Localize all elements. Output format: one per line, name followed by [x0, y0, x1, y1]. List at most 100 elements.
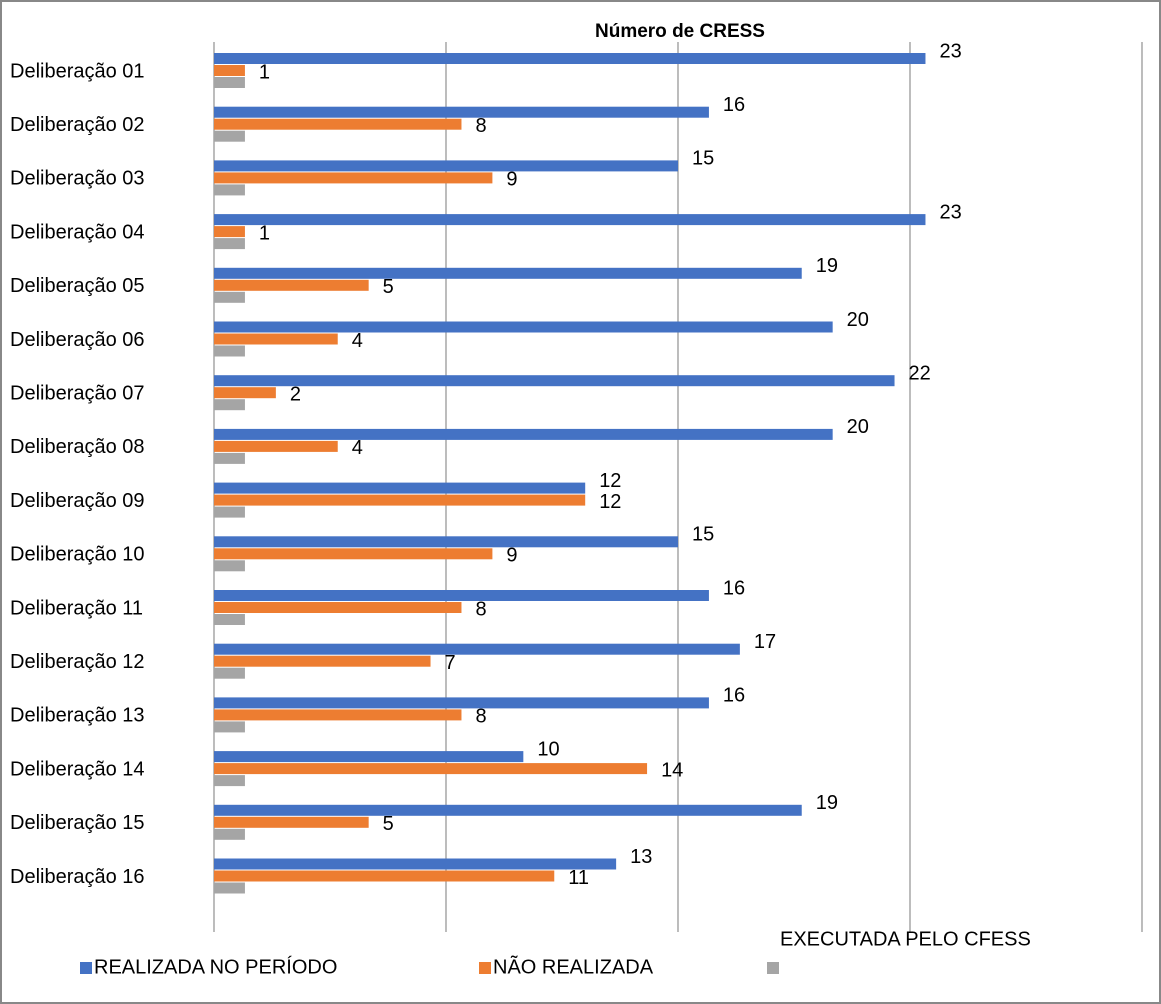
data-label: 23: [939, 201, 961, 223]
y-tick-label: Deliberação 05: [10, 275, 145, 297]
bar: [214, 536, 678, 548]
y-tick-label: Deliberação 08: [10, 436, 145, 458]
y-tick-label: Deliberação 07: [10, 382, 145, 404]
y-tick-label: Deliberação 15: [10, 812, 145, 834]
bar: [214, 452, 245, 464]
data-label: 8: [475, 598, 486, 620]
data-label: 16: [723, 577, 745, 599]
bar: [214, 375, 895, 387]
data-label: 1: [259, 222, 270, 244]
data-label: 10: [537, 738, 559, 760]
bar: [214, 804, 802, 816]
data-label: 23: [939, 40, 961, 62]
data-label: 16: [723, 94, 745, 116]
data-label: 12: [599, 491, 621, 513]
chart-title: Número de CRESS: [595, 21, 765, 42]
bar: [214, 399, 245, 411]
data-label: 2: [290, 383, 301, 405]
bar: [214, 548, 493, 560]
bar: [214, 590, 709, 601]
bar: [214, 321, 833, 333]
bar: [214, 697, 709, 709]
bar: [214, 387, 276, 399]
data-label: 11: [568, 867, 589, 889]
bar: [214, 291, 245, 303]
bar: [214, 602, 462, 613]
data-label: 5: [383, 276, 394, 298]
bar: [214, 267, 802, 279]
y-tick-label: Deliberação 09: [10, 490, 145, 512]
bar: [214, 751, 524, 763]
y-tick-label: Deliberação 06: [10, 329, 145, 351]
legend-label: REALIZADA NO PERÍODO: [94, 955, 337, 978]
bar: [214, 226, 245, 238]
data-label: 7: [445, 652, 456, 674]
bar: [214, 118, 462, 130]
bar: [214, 279, 369, 291]
bar: [214, 160, 678, 172]
bar: [214, 816, 369, 828]
data-label: 4: [352, 437, 363, 459]
bar: [214, 65, 245, 76]
data-label: 15: [692, 524, 714, 546]
data-label: 9: [506, 169, 517, 191]
legend-swatch: [479, 962, 491, 974]
y-tick-label: Deliberação 16: [10, 866, 145, 888]
bar: [214, 560, 245, 572]
bar: [214, 440, 338, 452]
bar: [214, 345, 245, 357]
data-label: 20: [847, 309, 869, 331]
data-label: 8: [475, 706, 486, 728]
bar: [214, 614, 245, 625]
y-tick-label: Deliberação 01: [10, 60, 145, 82]
bar: [214, 763, 648, 775]
data-label: 8: [475, 115, 486, 137]
bar: [214, 184, 245, 196]
y-tick-label: Deliberação 14: [10, 758, 145, 780]
y-tick-label: Deliberação 04: [10, 221, 145, 243]
bar: [214, 870, 555, 882]
bar: [214, 238, 245, 250]
data-label: 19: [816, 255, 838, 277]
bar: [214, 482, 586, 494]
bar: [214, 333, 338, 345]
bar: [214, 655, 431, 667]
bar: [214, 667, 245, 679]
legend-label: NÃO REALIZADA: [493, 954, 654, 978]
data-label: 20: [847, 416, 869, 438]
data-label: 15: [692, 148, 714, 170]
legend-label: EXECUTADA PELO CFESS: [780, 928, 1031, 950]
legend-swatch: [80, 962, 92, 974]
data-label: 1: [259, 61, 270, 83]
bar: [214, 106, 709, 118]
bar: [214, 214, 926, 226]
bar: [214, 721, 245, 733]
data-label: 4: [352, 330, 363, 352]
legend-swatch: [767, 962, 779, 974]
data-label: 22: [909, 362, 931, 384]
bar: [214, 506, 245, 518]
data-label: 17: [754, 631, 776, 653]
y-tick-label: Deliberação 03: [10, 168, 145, 190]
data-label: 9: [506, 545, 517, 567]
bar: [214, 775, 245, 787]
bar: [214, 172, 493, 184]
data-label: 5: [383, 813, 394, 835]
data-label: 16: [723, 685, 745, 707]
data-label: 12: [599, 470, 621, 492]
bar: [214, 130, 245, 142]
y-tick-label: Deliberação 12: [10, 651, 145, 673]
bar: [214, 428, 833, 440]
y-tick-label: Deliberação 10: [10, 544, 145, 566]
data-label: 19: [816, 792, 838, 814]
bar: [214, 53, 926, 64]
y-tick-label: Deliberação 13: [10, 705, 145, 727]
y-tick-label: Deliberação 02: [10, 114, 145, 136]
data-label: 14: [661, 759, 683, 781]
bar: [214, 858, 617, 870]
bar: [214, 709, 462, 721]
bar: [214, 828, 245, 840]
y-tick-label: Deliberação 11: [10, 597, 143, 619]
bar: [214, 643, 740, 655]
